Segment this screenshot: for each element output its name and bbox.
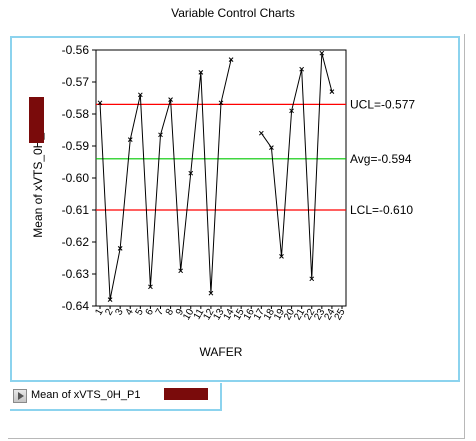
- data-point: [178, 268, 184, 274]
- x-tick-label: 23: [312, 307, 327, 323]
- data-point-stroke: [188, 170, 194, 176]
- y-tick-label: -0.64: [62, 299, 90, 313]
- data-point: [299, 66, 305, 72]
- x-tick-label: 15: [232, 307, 247, 323]
- data-point: [198, 70, 204, 75]
- data-point-stroke: [218, 100, 224, 106]
- data-point: [158, 132, 163, 138]
- data-point: [289, 108, 294, 114]
- data-point-stroke: [289, 108, 294, 114]
- x-tick-label: 20: [282, 307, 297, 323]
- data-point-stroke: [158, 132, 163, 138]
- y-tick-label: -0.59: [62, 139, 90, 153]
- data-point: [279, 254, 284, 259]
- outer-frame: [8, 34, 465, 439]
- data-point-stroke: [178, 268, 184, 274]
- data-point-stroke: [269, 145, 274, 150]
- data-point: [137, 92, 143, 98]
- x-tick-label: 1: [93, 307, 106, 318]
- x-tick-label: 18: [262, 307, 277, 323]
- y-tick-label: -0.58: [62, 107, 90, 121]
- y-tick-label: -0.63: [62, 267, 90, 281]
- x-tick-label: 16: [242, 307, 257, 323]
- series-line: [99, 59, 232, 300]
- data-point: [148, 284, 153, 290]
- x-tick-label: 3: [113, 307, 126, 318]
- redaction-box: [29, 97, 44, 143]
- data-point: [258, 130, 264, 136]
- x-tick-label: 22: [302, 307, 317, 323]
- x-tick-label: 9: [174, 307, 187, 318]
- panel-divider: [10, 381, 460, 382]
- x-tick-label: 17: [252, 307, 267, 323]
- x-tick-label: 24: [322, 307, 337, 323]
- x-tick-label: 10: [181, 307, 196, 323]
- series-line: [260, 53, 333, 279]
- x-tick-label: 7: [154, 307, 167, 318]
- y-tick-label: -0.62: [62, 235, 90, 249]
- x-tick-label: 8: [164, 307, 177, 318]
- data-point: [208, 290, 214, 296]
- status-bar: Mean of xVTS_0H_P1: [10, 383, 222, 411]
- data-point-stroke: [117, 246, 123, 251]
- data-point-stroke: [309, 276, 315, 282]
- x-tick-label: 5: [134, 307, 147, 318]
- status-label: Mean of xVTS_0H_P1: [31, 389, 141, 401]
- data-point: [117, 246, 123, 251]
- x-tick-label: 12: [201, 307, 216, 323]
- x-axis-label: WAFER: [200, 345, 243, 359]
- data-point-stroke: [279, 254, 284, 259]
- data-point-stroke: [97, 100, 103, 106]
- reference-label-avg: Avg=-0.594: [350, 152, 412, 166]
- expand-arrow-icon[interactable]: [13, 389, 27, 403]
- x-tick-label: 19: [272, 307, 287, 323]
- data-point-stroke: [148, 284, 153, 290]
- data-point-stroke: [228, 57, 234, 62]
- reference-label-lcl: LCL=-0.610: [350, 203, 413, 217]
- data-point: [269, 145, 274, 150]
- x-tick-label: 4: [124, 307, 137, 318]
- data-point-stroke: [208, 290, 214, 296]
- data-point-stroke: [137, 92, 143, 98]
- data-point-stroke: [319, 50, 325, 56]
- redaction-box: [164, 388, 208, 400]
- data-point: [168, 97, 173, 102]
- plot-layer: -0.64 -0.63 -0.62 -0.61 -0.60 -0.59 -0.58 -0.57…: [31, 43, 415, 359]
- reference-label-ucl: UCL=-0.577: [350, 97, 415, 111]
- window-title: Variable Control Charts: [171, 6, 295, 20]
- data-point: [97, 100, 103, 106]
- data-point: [228, 57, 234, 62]
- data-point-stroke: [168, 97, 173, 102]
- data-point: [127, 137, 133, 142]
- x-tick-label: 6: [144, 307, 157, 318]
- data-point: [188, 170, 194, 176]
- data-point: [319, 50, 325, 56]
- data-point-stroke: [299, 66, 305, 72]
- y-tick-label: -0.61: [62, 203, 90, 217]
- x-tick-label: 13: [212, 307, 227, 323]
- y-tick-label: -0.57: [62, 75, 90, 89]
- data-point: [218, 100, 224, 106]
- data-point-stroke: [198, 70, 204, 75]
- y-tick-label: -0.60: [62, 171, 90, 185]
- data-point: [329, 89, 335, 94]
- x-tick-label: 14: [222, 307, 237, 323]
- y-tick-label: -0.56: [62, 43, 90, 57]
- data-point-stroke: [107, 297, 113, 302]
- x-tick-label: 21: [292, 307, 307, 323]
- data-point-stroke: [127, 137, 133, 142]
- data-point-stroke: [329, 89, 335, 94]
- plot-frame: [95, 49, 347, 307]
- data-point-stroke: [258, 130, 264, 136]
- data-point: [107, 297, 113, 302]
- x-tick-label: 25: [333, 307, 348, 323]
- x-tick-label: 2: [103, 307, 116, 318]
- data-point: [309, 276, 315, 282]
- y-axis-label: Mean of xVTS_0H_P1: [31, 118, 45, 238]
